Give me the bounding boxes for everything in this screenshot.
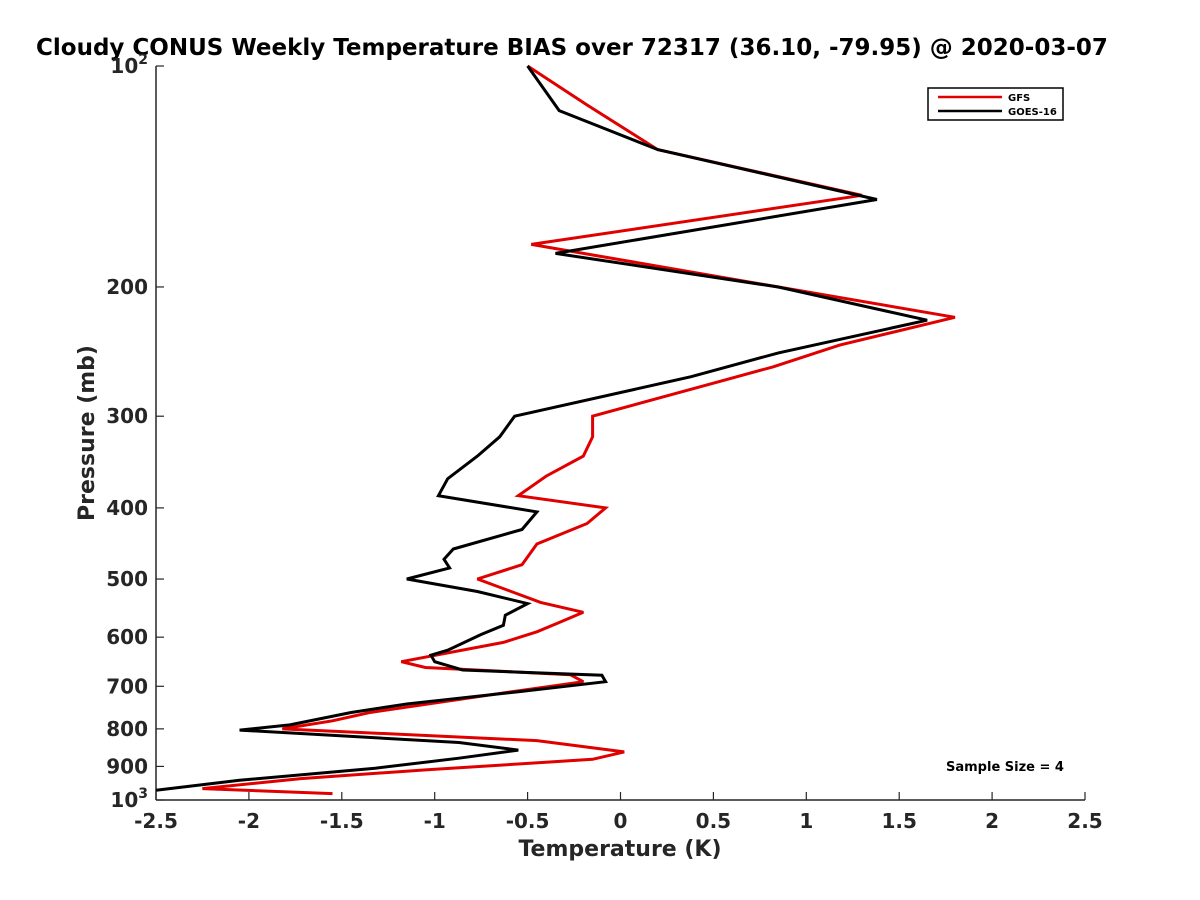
y-tick-label: 800	[106, 717, 148, 741]
x-tick-label: 2	[985, 809, 999, 833]
series-line-goes16	[155, 65, 928, 792]
y-tick-label: 700	[106, 674, 148, 698]
legend: GFS GOES-16	[927, 87, 1064, 121]
x-tick-label: 0	[614, 809, 628, 833]
y-tick-label: 900	[106, 754, 148, 778]
y-tick-exponent: 3	[138, 786, 148, 802]
data-series	[155, 64, 956, 796]
x-tick-label: -1	[424, 809, 446, 833]
y-tick-label: 200	[106, 275, 148, 299]
y-tick-label: 103	[110, 786, 148, 812]
axes: -2.5 -2 -1.5 -1 -0.5 0 0.5 1 1.5 2 2.5102200300400…	[106, 52, 1102, 833]
series-line-gfs	[202, 64, 956, 796]
y-tick-base: 10	[110, 54, 138, 78]
y-tick-label: 300	[106, 404, 148, 428]
y-axis-label: Pressure (mb)	[75, 345, 100, 521]
x-tick-label: 1.5	[881, 809, 916, 833]
x-tick-label: 0.5	[696, 809, 731, 833]
y-tick-label: 600	[106, 625, 148, 649]
x-tick-label: -0.5	[506, 809, 550, 833]
x-tick-label: -1.5	[320, 809, 364, 833]
x-tick-label: 2.5	[1067, 809, 1102, 833]
y-tick-exponent: 2	[138, 52, 148, 68]
chart-title: Cloudy CONUS Weekly Temperature BIAS ove…	[36, 35, 1108, 61]
legend-label-goes16: GOES-16	[1008, 107, 1057, 118]
x-tick-label: -2	[238, 809, 260, 833]
y-tick-label: 102	[110, 52, 148, 78]
x-axis-label: Temperature (K)	[518, 837, 721, 862]
y-tick-base: 10	[110, 788, 138, 812]
y-tick-label: 400	[106, 496, 148, 520]
x-tick-label: -2.5	[134, 809, 178, 833]
x-tick-label: 1	[799, 809, 813, 833]
legend-label-gfs: GFS	[1008, 93, 1030, 104]
y-tick-label: 500	[106, 567, 148, 591]
sample-size-annotation: Sample Size = 4	[946, 760, 1064, 775]
legend-box	[927, 87, 1064, 121]
